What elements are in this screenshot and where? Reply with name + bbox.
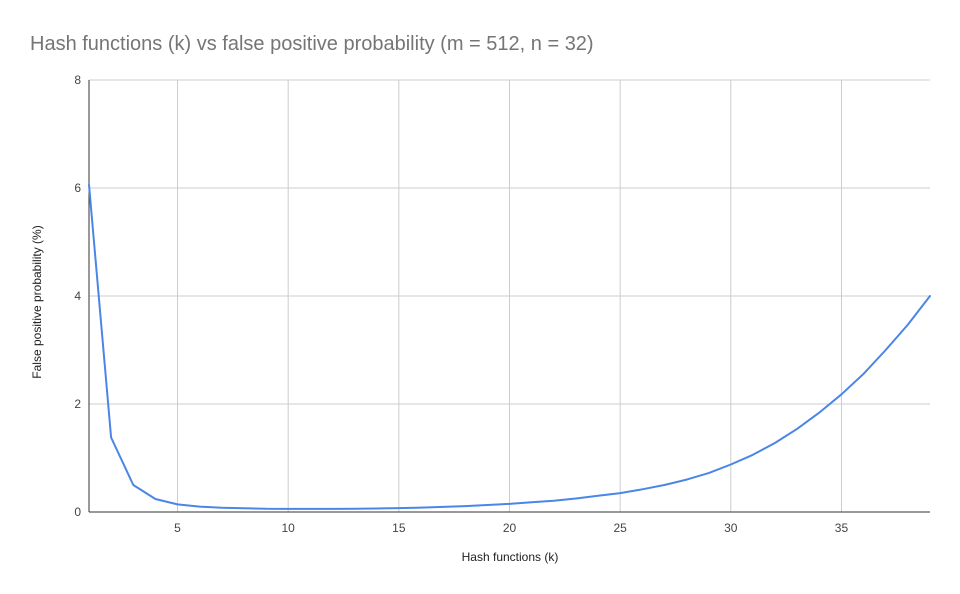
series-line	[88, 183, 931, 510]
x-tick-label: 5	[174, 521, 181, 535]
chart-title: Hash functions (k) vs false positive pro…	[30, 33, 594, 55]
y-tick-label: 6	[74, 181, 81, 195]
y-axis-title: False positive probability (%)	[30, 225, 44, 378]
y-tick-label: 0	[74, 505, 81, 519]
x-tick-label: 35	[835, 521, 849, 535]
grid	[89, 79, 930, 512]
x-tick-label: 10	[282, 521, 296, 535]
x-axis-title: Hash functions (k)	[462, 550, 559, 564]
x-tick-label: 15	[392, 521, 406, 535]
axes	[88, 80, 930, 513]
y-tick-label: 2	[74, 397, 81, 411]
tick-labels: 0 2 4 6 8 5 10 15 20 25 30 35	[74, 73, 848, 535]
x-tick-label: 25	[613, 521, 627, 535]
x-tick-label: 20	[503, 521, 517, 535]
y-tick-label: 4	[74, 289, 81, 303]
series-layer	[88, 183, 931, 510]
x-tick-label: 30	[724, 521, 738, 535]
y-tick-label: 8	[74, 73, 81, 87]
